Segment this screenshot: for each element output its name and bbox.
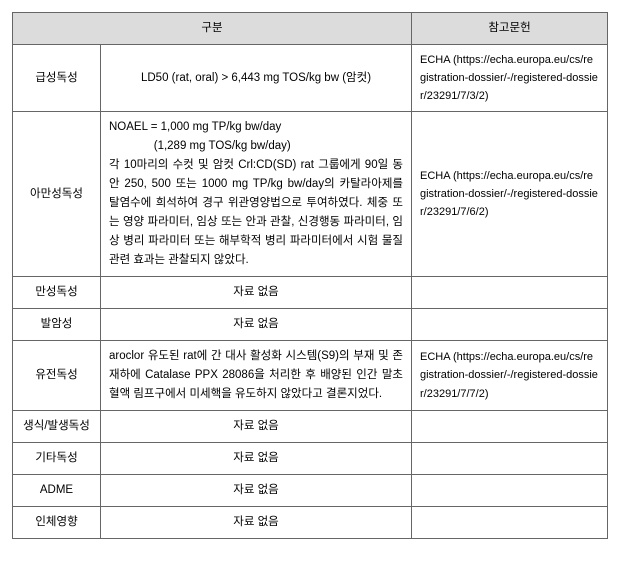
cell-desc: NOAEL = 1,000 mg TP/kg bw/day (1,289 mg … bbox=[101, 112, 412, 277]
table-header-row: 구분 참고문헌 bbox=[13, 13, 608, 45]
table-row: 유전독성 aroclor 유도된 rat에 간 대사 활성화 시스템(S9)의 … bbox=[13, 341, 608, 411]
table-row: 급성독성 LD50 (rat, oral) > 6,443 mg TOS/kg … bbox=[13, 44, 608, 111]
header-reference: 참고문헌 bbox=[412, 13, 608, 45]
cell-category: 발암성 bbox=[13, 309, 101, 341]
cell-ref: ECHA (https://echa.europa.eu/cs/registra… bbox=[412, 341, 608, 411]
table-row: 만성독성 자료 없음 bbox=[13, 277, 608, 309]
table-row: 발암성 자료 없음 bbox=[13, 309, 608, 341]
cell-desc: 자료 없음 bbox=[101, 410, 412, 442]
table-body: 급성독성 LD50 (rat, oral) > 6,443 mg TOS/kg … bbox=[13, 44, 608, 538]
cell-ref bbox=[412, 277, 608, 309]
cell-ref: ECHA (https://echa.europa.eu/cs/registra… bbox=[412, 44, 608, 111]
cell-category: 급성독성 bbox=[13, 44, 101, 111]
cell-desc: LD50 (rat, oral) > 6,443 mg TOS/kg bw (암… bbox=[101, 44, 412, 111]
cell-category: 만성독성 bbox=[13, 277, 101, 309]
toxicity-table: 구분 참고문헌 급성독성 LD50 (rat, oral) > 6,443 mg… bbox=[12, 12, 608, 539]
table-row: 기타독성 자료 없음 bbox=[13, 442, 608, 474]
cell-ref bbox=[412, 309, 608, 341]
cell-desc: 자료 없음 bbox=[101, 442, 412, 474]
cell-category: 유전독성 bbox=[13, 341, 101, 411]
table-row: ADME 자료 없음 bbox=[13, 474, 608, 506]
cell-category: 인체영향 bbox=[13, 506, 101, 538]
cell-desc: 자료 없음 bbox=[101, 474, 412, 506]
cell-ref bbox=[412, 474, 608, 506]
cell-ref: ECHA (https://echa.europa.eu/cs/registra… bbox=[412, 112, 608, 277]
cell-ref bbox=[412, 410, 608, 442]
table-row: 아만성독성 NOAEL = 1,000 mg TP/kg bw/day (1,2… bbox=[13, 112, 608, 277]
cell-category: 생식/발생독성 bbox=[13, 410, 101, 442]
table-row: 생식/발생독성 자료 없음 bbox=[13, 410, 608, 442]
cell-desc: 자료 없음 bbox=[101, 309, 412, 341]
cell-desc: aroclor 유도된 rat에 간 대사 활성화 시스템(S9)의 부재 및 … bbox=[101, 341, 412, 411]
header-category: 구분 bbox=[13, 13, 412, 45]
cell-desc: 자료 없음 bbox=[101, 506, 412, 538]
cell-category: 아만성독성 bbox=[13, 112, 101, 277]
cell-category: 기타독성 bbox=[13, 442, 101, 474]
cell-desc: 자료 없음 bbox=[101, 277, 412, 309]
cell-category: ADME bbox=[13, 474, 101, 506]
table-row: 인체영향 자료 없음 bbox=[13, 506, 608, 538]
cell-ref bbox=[412, 442, 608, 474]
cell-ref bbox=[412, 506, 608, 538]
